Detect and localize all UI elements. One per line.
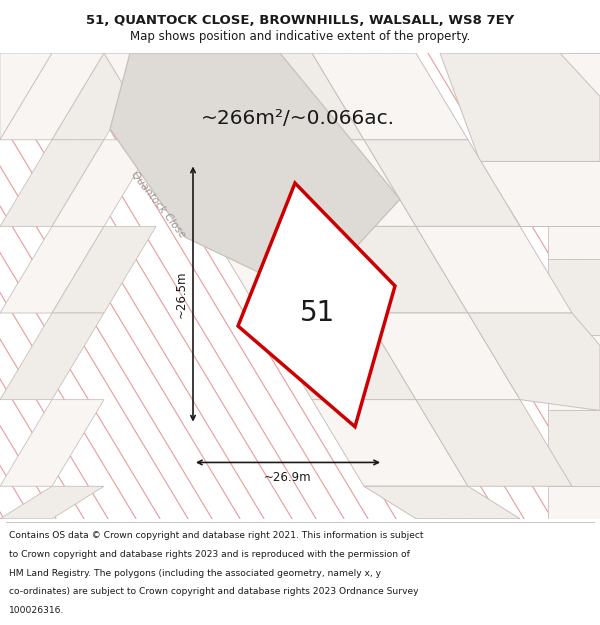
- Polygon shape: [260, 140, 416, 226]
- Polygon shape: [260, 313, 416, 399]
- Text: 51, QUANTOCK CLOSE, BROWNHILLS, WALSALL, WS8 7EY: 51, QUANTOCK CLOSE, BROWNHILLS, WALSALL,…: [86, 14, 514, 27]
- Polygon shape: [0, 53, 104, 140]
- Text: to Crown copyright and database rights 2023 and is reproduced with the permissio: to Crown copyright and database rights 2…: [9, 550, 410, 559]
- Polygon shape: [208, 53, 364, 140]
- Polygon shape: [0, 140, 104, 226]
- Polygon shape: [364, 486, 520, 519]
- Polygon shape: [52, 226, 156, 313]
- Polygon shape: [496, 53, 600, 108]
- Polygon shape: [156, 140, 312, 226]
- Polygon shape: [110, 53, 400, 297]
- Polygon shape: [480, 161, 600, 226]
- Text: Map shows position and indicative extent of the property.: Map shows position and indicative extent…: [130, 30, 470, 43]
- Polygon shape: [208, 226, 364, 313]
- Polygon shape: [548, 334, 600, 411]
- Text: Quantock Close: Quantock Close: [129, 169, 187, 240]
- Polygon shape: [416, 226, 572, 313]
- Polygon shape: [548, 259, 600, 334]
- Polygon shape: [440, 53, 600, 161]
- Polygon shape: [52, 140, 156, 226]
- Polygon shape: [468, 313, 600, 411]
- Polygon shape: [548, 411, 600, 486]
- Polygon shape: [0, 226, 104, 313]
- Polygon shape: [238, 183, 395, 427]
- Polygon shape: [548, 107, 600, 183]
- Polygon shape: [312, 53, 468, 140]
- Text: HM Land Registry. The polygons (including the associated geometry, namely x, y: HM Land Registry. The polygons (includin…: [9, 569, 381, 578]
- Text: ~26.9m: ~26.9m: [264, 471, 312, 484]
- Polygon shape: [104, 53, 260, 140]
- Text: Contains OS data © Crown copyright and database right 2021. This information is : Contains OS data © Crown copyright and d…: [9, 531, 424, 541]
- Polygon shape: [0, 313, 104, 399]
- Text: 100026316.: 100026316.: [9, 606, 64, 615]
- Polygon shape: [548, 486, 600, 519]
- Polygon shape: [52, 53, 156, 140]
- Polygon shape: [312, 226, 468, 313]
- Text: co-ordinates) are subject to Crown copyright and database rights 2023 Ordnance S: co-ordinates) are subject to Crown copyr…: [9, 588, 419, 596]
- Polygon shape: [0, 486, 104, 519]
- Polygon shape: [548, 183, 600, 259]
- Polygon shape: [364, 140, 520, 226]
- Text: ~26.5m: ~26.5m: [175, 270, 188, 318]
- Polygon shape: [312, 399, 468, 486]
- Polygon shape: [364, 313, 520, 399]
- Text: ~266m²/~0.066ac.: ~266m²/~0.066ac.: [201, 109, 395, 127]
- Polygon shape: [416, 399, 572, 486]
- Polygon shape: [0, 53, 52, 140]
- Polygon shape: [0, 399, 104, 486]
- Text: 51: 51: [301, 299, 335, 327]
